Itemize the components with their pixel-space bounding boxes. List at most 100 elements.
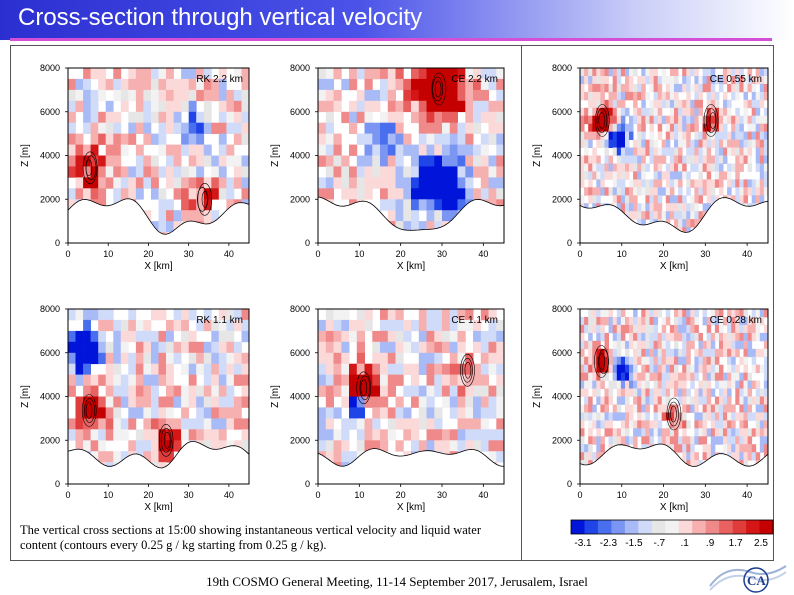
heatmap-cell <box>755 155 761 164</box>
heatmap-cell <box>694 452 699 461</box>
heatmap-cell <box>653 364 659 374</box>
heatmap-cell <box>580 139 585 148</box>
heatmap-cell <box>633 91 638 101</box>
heatmap-cell <box>387 374 396 386</box>
heatmap-cell <box>735 163 740 172</box>
heatmap-cell <box>364 177 373 189</box>
heatmap-cell <box>395 111 404 124</box>
heatmap-cell <box>166 221 174 233</box>
heatmap-cell <box>686 139 691 148</box>
heatmap-cell <box>719 107 724 117</box>
heatmap-cell <box>128 418 137 430</box>
heatmap-cell <box>473 341 482 354</box>
heatmap-cell <box>755 309 761 318</box>
heatmap-cell <box>649 332 654 342</box>
colorbar-label: .9 <box>706 538 715 549</box>
heatmap-cell <box>403 199 412 211</box>
heatmap-cell <box>218 319 227 332</box>
heatmap-cell <box>596 332 601 342</box>
heatmap-cell <box>128 122 137 134</box>
heatmap-cell <box>698 420 703 429</box>
heatmap-cell <box>706 324 712 334</box>
heatmap-cell <box>426 144 435 156</box>
heatmap-cell <box>411 68 420 80</box>
heatmap-cell <box>98 429 107 441</box>
heatmap-cell <box>665 412 671 421</box>
heatmap-cell <box>356 309 365 321</box>
heatmap-cell <box>241 78 249 91</box>
heatmap-cell <box>90 309 99 321</box>
heatmap-cell <box>588 123 593 133</box>
heatmap-cell <box>710 340 716 350</box>
heatmap-cell <box>418 396 427 408</box>
heatmap-cell <box>596 68 601 77</box>
colorbar-swatch <box>584 520 599 534</box>
heatmap-cell <box>349 396 358 408</box>
heatmap-cell <box>735 428 740 437</box>
heatmap-cell <box>395 122 404 134</box>
heatmap-cell <box>739 317 744 326</box>
heatmap-cell <box>735 147 740 156</box>
heatmap-cell <box>719 332 724 342</box>
panel-title: CE 0.55 km <box>710 74 762 85</box>
heatmap-cell <box>649 123 654 133</box>
heatmap-cell <box>723 388 728 397</box>
heatmap-cell <box>735 412 740 421</box>
lwc-contour <box>160 427 172 453</box>
lwc-contour <box>197 187 208 212</box>
heatmap-cell <box>641 163 646 172</box>
heatmap-cell <box>604 83 609 93</box>
heatmap-cell <box>318 407 327 419</box>
heatmap-cell <box>600 444 605 453</box>
heatmap-cell <box>657 211 663 220</box>
heatmap-cell <box>188 210 197 222</box>
heatmap-cell <box>698 76 703 85</box>
x-tick-label: 20 <box>659 490 669 500</box>
heatmap-cell <box>218 177 227 189</box>
heatmap-cell <box>731 115 736 125</box>
heatmap-cell <box>584 76 589 85</box>
heatmap-cell <box>702 155 708 164</box>
x-tick-label: 30 <box>700 249 710 259</box>
heatmap-cell <box>75 78 84 91</box>
heatmap-cell <box>318 144 327 156</box>
heatmap-cell <box>241 374 249 386</box>
heatmap-cell <box>612 348 618 358</box>
heatmap-cell <box>649 179 654 188</box>
heatmap-cell <box>488 177 497 189</box>
heatmap-cell <box>411 111 420 124</box>
heatmap-cell <box>657 412 663 421</box>
heatmap-cell <box>710 364 716 374</box>
heatmap-cell <box>755 76 761 85</box>
heatmap-cell <box>641 309 646 318</box>
heatmap-cell <box>418 122 427 134</box>
heatmap-cell <box>743 436 748 445</box>
heatmap-cell <box>113 89 122 102</box>
heatmap-cell <box>694 115 699 125</box>
heatmap-cell <box>341 78 350 91</box>
heatmap-cell <box>763 372 768 381</box>
heatmap-cell <box>592 420 597 429</box>
heatmap-cell <box>387 385 396 397</box>
heatmap-cell <box>90 418 99 430</box>
heatmap-cell <box>188 363 197 375</box>
x-axis-label: X [km] <box>660 502 689 513</box>
heatmap-cell <box>653 91 659 101</box>
heatmap-cell <box>226 330 235 343</box>
heatmap-cell <box>620 332 626 342</box>
heatmap-cell <box>629 388 634 397</box>
heatmap-cell <box>759 317 765 326</box>
heatmap-cell <box>649 99 654 109</box>
heatmap-cell <box>449 177 458 189</box>
heatmap-cell <box>135 407 144 419</box>
heatmap-cell <box>641 404 646 413</box>
heatmap-cell <box>596 444 601 453</box>
heatmap-cell <box>181 429 189 441</box>
heatmap-cell <box>341 319 350 332</box>
heatmap-cell <box>387 418 396 430</box>
heatmap-cell <box>465 144 474 156</box>
heatmap-cell <box>449 78 458 91</box>
heatmap-cell <box>105 396 114 408</box>
heatmap-cell <box>674 163 679 172</box>
heatmap-cell <box>596 436 601 445</box>
